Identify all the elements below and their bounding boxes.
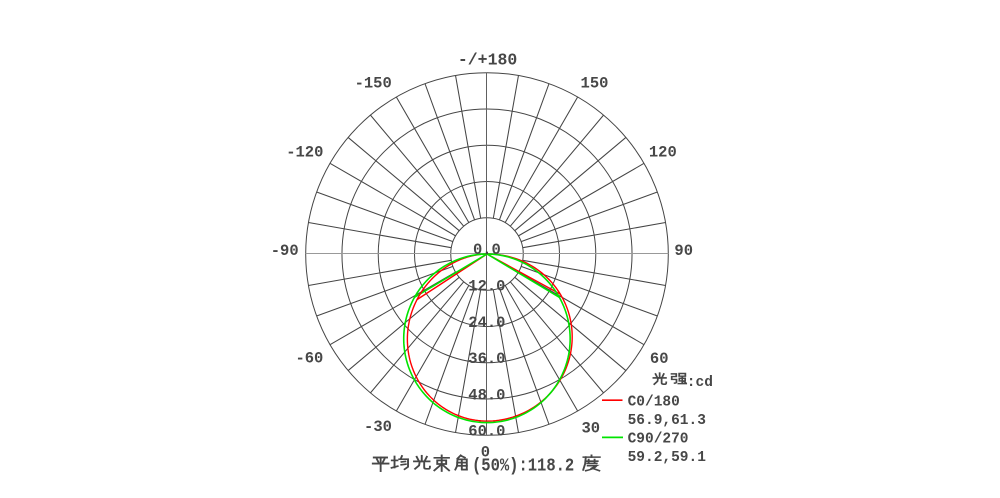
svg-text:-30: -30 bbox=[364, 418, 392, 436]
svg-text:24.0: 24.0 bbox=[468, 314, 505, 332]
svg-text:36.0: 36.0 bbox=[468, 350, 505, 368]
svg-text:(50%):118.2: (50%):118.2 bbox=[472, 456, 574, 476]
svg-text::cd: :cd bbox=[687, 375, 713, 391]
svg-text:-/+180: -/+180 bbox=[458, 50, 517, 69]
svg-text:0: 0 bbox=[481, 443, 490, 461]
svg-text:12.0: 12.0 bbox=[468, 278, 505, 296]
svg-text:60.0: 60.0 bbox=[468, 423, 505, 441]
svg-text:59.2,59.1: 59.2,59.1 bbox=[628, 450, 707, 466]
svg-text:-120: -120 bbox=[286, 144, 323, 162]
svg-text:90: 90 bbox=[674, 242, 693, 260]
svg-text:C90/270: C90/270 bbox=[628, 431, 689, 447]
svg-text:30: 30 bbox=[581, 420, 600, 438]
svg-text:-150: -150 bbox=[355, 75, 392, 93]
svg-text:-60: -60 bbox=[295, 350, 323, 368]
svg-text:C0/180: C0/180 bbox=[628, 394, 680, 410]
svg-text:0.0: 0.0 bbox=[473, 241, 501, 259]
svg-text:-90: -90 bbox=[271, 242, 299, 260]
svg-text:56.9,61.3: 56.9,61.3 bbox=[628, 413, 706, 429]
svg-text:48.0: 48.0 bbox=[468, 386, 505, 404]
svg-text:120: 120 bbox=[649, 144, 677, 162]
svg-text:150: 150 bbox=[581, 75, 609, 93]
svg-text:60: 60 bbox=[650, 350, 669, 368]
